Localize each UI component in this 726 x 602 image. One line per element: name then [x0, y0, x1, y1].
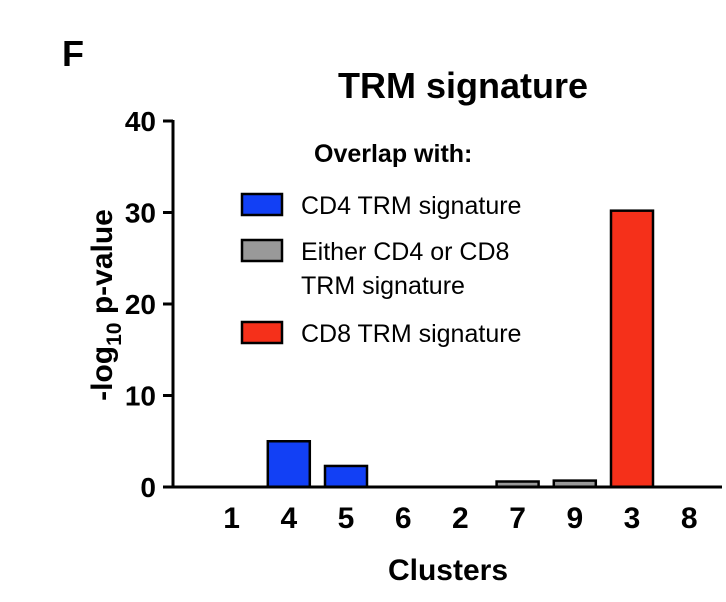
bar-cluster-3 — [609, 209, 655, 489]
y-tick-label-20: 20 — [125, 289, 156, 320]
y-axis-label: -log10 p-value — [86, 209, 126, 401]
bar-cluster-5 — [323, 464, 369, 489]
legend-label-cd4: CD4 TRM signature — [301, 192, 521, 220]
bar-cluster-4 — [266, 440, 312, 489]
legend-swatch-cd4 — [240, 192, 284, 217]
legend-swatch-either — [240, 238, 284, 263]
y-axis-label-rest: p-value — [86, 209, 119, 322]
x-tick-label-5: 5 — [338, 502, 355, 535]
y-axis-label-sub: 10 — [103, 323, 126, 346]
legend-label-cd8: CD8 TRM signature — [301, 320, 521, 348]
x-tick-label-9: 9 — [566, 502, 583, 535]
y-tick-label-10: 10 — [125, 381, 156, 412]
x-tick-label-3: 3 — [624, 502, 641, 535]
x-tick-label-1: 1 — [223, 502, 240, 535]
x-tick-label-8: 8 — [681, 502, 698, 535]
x-tick-label-7: 7 — [509, 502, 526, 535]
chart-title: TRM signature — [338, 65, 588, 106]
y-tick-label-0: 0 — [140, 472, 156, 503]
legend-label-either: Either CD4 or CD8 TRM signature — [301, 238, 509, 300]
y-axis-label-main: -log — [86, 346, 119, 401]
x-tick-label-2: 2 — [452, 502, 469, 535]
x-axis-label: Clusters — [388, 554, 508, 587]
legend-title: Overlap with: — [314, 140, 472, 168]
panel-label: F — [62, 33, 84, 74]
y-tick-label-30: 30 — [125, 198, 156, 229]
x-tick-label-6: 6 — [395, 502, 412, 535]
x-tick-label-4: 4 — [280, 502, 297, 535]
y-tick-label-40: 40 — [125, 106, 156, 137]
legend-swatch-cd8 — [240, 320, 284, 345]
